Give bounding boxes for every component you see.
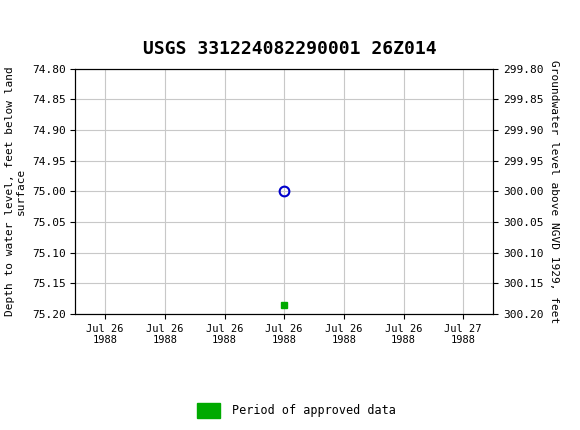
Text: ≡USGS: ≡USGS: [6, 16, 93, 36]
Y-axis label: Groundwater level above NGVD 1929, feet: Groundwater level above NGVD 1929, feet: [549, 60, 559, 323]
Y-axis label: Depth to water level, feet below land
surface: Depth to water level, feet below land su…: [5, 67, 26, 316]
Text: Period of approved data: Period of approved data: [232, 404, 396, 417]
Bar: [197, 403, 220, 418]
Text: USGS 331224082290001 26Z014: USGS 331224082290001 26Z014: [143, 40, 437, 58]
